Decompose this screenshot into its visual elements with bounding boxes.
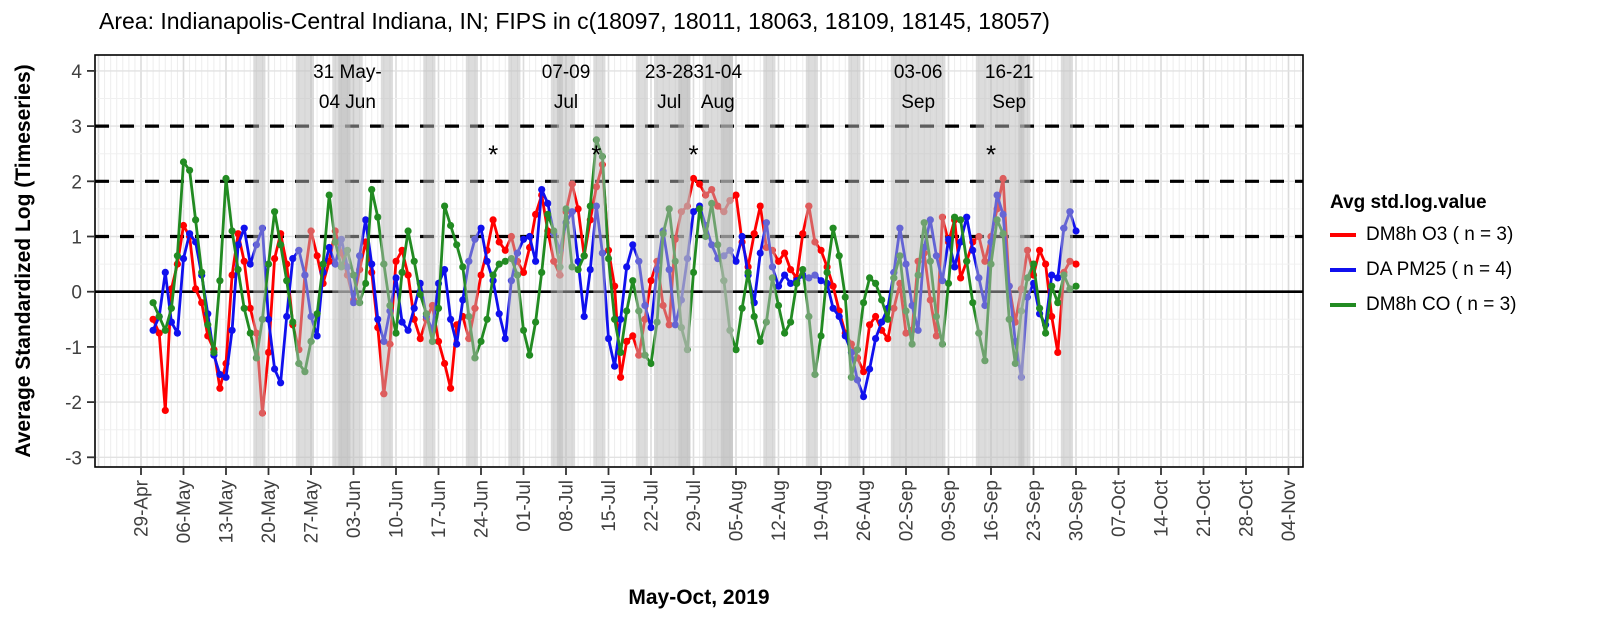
weekend-band <box>763 56 776 466</box>
legend-swatch-dm8h-o3 <box>1330 233 1356 237</box>
legend-title: Avg std.log.value <box>1330 192 1487 213</box>
significance-asterisk: * <box>986 140 996 170</box>
x-tick-label: 06-May <box>174 480 195 544</box>
shaded-bands <box>253 56 1073 466</box>
chart-title: Area: Indianapolis-Central Indiana, IN; … <box>99 8 1050 34</box>
x-tick-label: 17-Jun <box>429 480 450 538</box>
y-tick-label: 2 <box>71 172 82 193</box>
x-tick-label: 29-Jul <box>684 480 705 532</box>
x-tick-label: 07-Oct <box>1109 479 1130 537</box>
x-tick-label: 02-Sep <box>897 480 918 541</box>
weekend-band <box>1018 56 1031 466</box>
significance-asterisk: * <box>688 140 698 170</box>
episode-annotation: 16-21 <box>985 62 1034 83</box>
episode-annotation: 23-28 <box>645 62 694 83</box>
episode-annotation: Aug <box>701 92 735 113</box>
weekend-band <box>678 56 691 466</box>
x-tick-label: 12-Aug <box>769 480 790 541</box>
legend-swatch-dm8h-co <box>1330 303 1356 307</box>
y-tick-label: 0 <box>71 283 82 304</box>
significance-asterisks: * * * * <box>488 140 996 170</box>
episode-annotation: Sep <box>901 92 935 113</box>
significance-asterisk: * <box>488 140 498 170</box>
legend-label-dm8h-o3: DM8h O3 ( n = 3) <box>1366 224 1514 245</box>
x-tick-label: 22-Jul <box>642 480 663 532</box>
weekend-band <box>465 56 478 466</box>
y-tick-label: 1 <box>71 228 82 249</box>
weekend-band <box>635 56 648 466</box>
y-tick-label: 3 <box>71 117 82 138</box>
y-tick-label: -1 <box>65 338 82 359</box>
weekend-band <box>1060 56 1073 466</box>
legend-label-dm8h-co: DM8h CO ( n = 3) <box>1366 294 1517 315</box>
x-tick-label: 05-Aug <box>727 480 748 541</box>
y-tick-label: 4 <box>71 62 82 83</box>
x-tick-label: 10-Jun <box>387 480 408 538</box>
weekend-band <box>848 56 861 466</box>
x-tick-label: 03-Jun <box>344 480 365 538</box>
weekend-band <box>380 56 393 466</box>
weekend-band <box>593 56 606 466</box>
x-tick-label: 28-Oct <box>1237 479 1258 537</box>
x-tick-label: 19-Aug <box>812 480 833 541</box>
panel-border <box>94 54 1304 468</box>
x-tick-label: 20-May <box>259 480 280 544</box>
legend-label-da-pm25: DA PM25 ( n = 4) <box>1366 259 1513 280</box>
x-tick-label: 15-Jul <box>599 480 620 532</box>
x-tick-label: 27-May <box>302 480 323 544</box>
x-tick-label: 23-Sep <box>1024 480 1045 541</box>
y-tick-label: -3 <box>65 448 82 469</box>
legend-item-dm8h-co: DM8h CO ( n = 3) <box>1330 294 1516 316</box>
episode-annotations: 31 May- 04 Jun 07-09 Jul 23-28 Jul 31-04 Aug 03-… <box>313 62 1033 113</box>
x-tick-label: 24-Jun <box>472 480 493 538</box>
weekend-band <box>423 56 436 466</box>
weekend-band <box>253 56 266 466</box>
weekend-band <box>295 56 314 466</box>
weekend-band <box>805 56 818 466</box>
episode-annotation: Jul <box>554 92 578 113</box>
significance-asterisk: * <box>591 140 601 170</box>
weekend-band <box>508 56 521 466</box>
x-tick-label: 04-Nov <box>1279 480 1300 542</box>
legend-swatch-da-pm25 <box>1330 268 1356 272</box>
x-tick-label: 01-Jul <box>514 480 535 532</box>
legend: Avg std.log.value DM8h O3 ( n = 3) DA PM… <box>1330 192 1516 329</box>
legend-item-dm8h-o3: DM8h O3 ( n = 3) <box>1330 224 1516 246</box>
episode-annotation: 31-04 <box>693 62 742 83</box>
weekend-band <box>338 56 351 466</box>
episode-annotation: 07-09 <box>542 62 591 83</box>
y-tick-label: -2 <box>65 393 82 414</box>
x-tick-label: 29-Apr <box>132 479 153 537</box>
weekend-band <box>890 56 909 466</box>
weekend-band <box>720 56 733 466</box>
x-tick-label: 21-Oct <box>1194 479 1215 537</box>
episode-annotation: 04 Jun <box>319 92 376 113</box>
episode-band <box>909 56 934 466</box>
x-tick-label: 16-Sep <box>982 480 1003 541</box>
x-tick-label: 26-Aug <box>854 480 875 541</box>
episode-annotation: 03-06 <box>894 62 943 83</box>
y-axis-title: Average Standardized Log (Timeseries) <box>12 64 35 458</box>
weekend-band <box>933 56 946 466</box>
weekend-band <box>975 56 988 466</box>
episode-annotation: Jul <box>657 92 681 113</box>
episode-band <box>556 56 576 466</box>
episode-annotation: 31 May- <box>313 62 382 83</box>
y-axis: -3 -2 -1 0 1 2 3 4 <box>65 62 95 469</box>
x-tick-label: 13-May <box>217 480 238 544</box>
x-tick-label: 09-Sep <box>939 480 960 541</box>
x-tick-label: 08-Jul <box>557 480 578 532</box>
x-tick-label: 30-Sep <box>1067 480 1088 541</box>
x-tick-label: 14-Oct <box>1152 479 1173 537</box>
x-axis-title: May-Oct, 2019 <box>628 586 770 609</box>
x-axis: 29-Apr 06-May 13-May 20-May 27-May 03-Jun 10-J… <box>132 467 1300 544</box>
legend-item-da-pm25: DA PM25 ( n = 4) <box>1330 259 1516 281</box>
episode-annotation: Sep <box>992 92 1026 113</box>
